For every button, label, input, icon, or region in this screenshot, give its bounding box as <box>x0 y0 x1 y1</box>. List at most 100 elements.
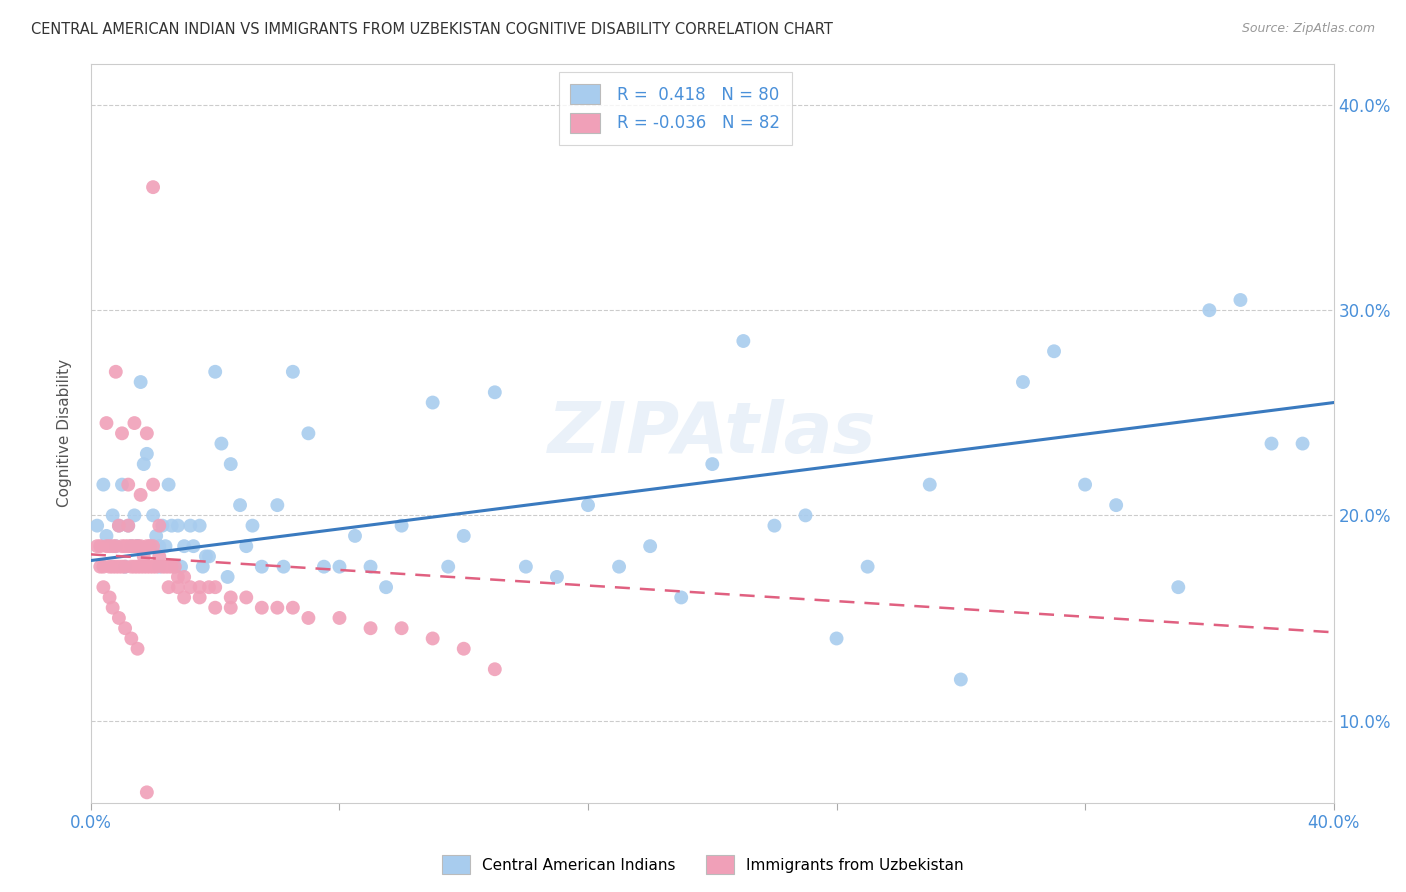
Point <box>576 498 599 512</box>
Point <box>135 426 157 441</box>
Point <box>129 488 152 502</box>
Point <box>173 539 195 553</box>
Point <box>173 591 195 605</box>
Point <box>142 508 165 523</box>
Point <box>1260 436 1282 450</box>
Point <box>127 641 149 656</box>
Point <box>204 365 226 379</box>
Point <box>273 559 295 574</box>
Point <box>104 539 127 553</box>
Point <box>328 611 350 625</box>
Point <box>204 600 226 615</box>
Point <box>209 436 232 450</box>
Point <box>188 591 211 605</box>
Point <box>135 539 157 553</box>
Point <box>129 375 152 389</box>
Point <box>93 580 115 594</box>
Point <box>250 559 273 574</box>
Point <box>86 518 108 533</box>
Point <box>242 518 264 533</box>
Point <box>1198 303 1220 318</box>
Point <box>93 477 115 491</box>
Point <box>167 580 190 594</box>
Point <box>104 539 127 553</box>
Point <box>93 559 115 574</box>
Point <box>183 539 205 553</box>
Point <box>124 416 146 430</box>
Point <box>101 539 124 553</box>
Point <box>111 559 134 574</box>
Point <box>188 580 211 594</box>
Point <box>163 559 186 574</box>
Point <box>101 508 124 523</box>
Point <box>127 539 149 553</box>
Legend: Central American Indians, Immigrants from Uzbekistan: Central American Indians, Immigrants fro… <box>436 849 970 880</box>
Point <box>96 529 118 543</box>
Point <box>132 559 155 574</box>
Point <box>167 570 190 584</box>
Point <box>235 591 257 605</box>
Point <box>1074 477 1097 491</box>
Point <box>733 334 755 348</box>
Point <box>148 539 170 553</box>
Point <box>96 539 118 553</box>
Point <box>129 559 152 574</box>
Point <box>328 559 350 574</box>
Point <box>114 559 136 574</box>
Point <box>96 416 118 430</box>
Point <box>794 508 817 523</box>
Point <box>360 559 382 574</box>
Point <box>217 570 239 584</box>
Point <box>825 632 848 646</box>
Point <box>204 580 226 594</box>
Point <box>114 559 136 574</box>
Point <box>1229 293 1251 307</box>
Point <box>453 641 475 656</box>
Point <box>157 580 180 594</box>
Point <box>117 518 139 533</box>
Point <box>453 529 475 543</box>
Point <box>150 559 173 574</box>
Point <box>127 539 149 553</box>
Text: ZIPAtlas: ZIPAtlas <box>548 399 876 467</box>
Point <box>145 559 167 574</box>
Point <box>139 539 162 553</box>
Point <box>1105 498 1128 512</box>
Point <box>250 600 273 615</box>
Point <box>142 180 165 194</box>
Point <box>148 518 170 533</box>
Point <box>219 591 242 605</box>
Point <box>111 426 134 441</box>
Point <box>148 559 170 574</box>
Point <box>198 549 221 564</box>
Point <box>142 477 165 491</box>
Point <box>198 580 221 594</box>
Point <box>484 662 506 676</box>
Point <box>155 559 177 574</box>
Point <box>135 785 157 799</box>
Point <box>763 518 786 533</box>
Point <box>360 621 382 635</box>
Point <box>179 518 201 533</box>
Point <box>124 559 146 574</box>
Point <box>127 539 149 553</box>
Point <box>150 518 173 533</box>
Point <box>173 570 195 584</box>
Point <box>120 539 142 553</box>
Point <box>142 539 165 553</box>
Point <box>188 518 211 533</box>
Point <box>129 539 152 553</box>
Point <box>117 518 139 533</box>
Point <box>422 395 444 409</box>
Point <box>235 539 257 553</box>
Point <box>1167 580 1189 594</box>
Point <box>1012 375 1035 389</box>
Y-axis label: Cognitive Disability: Cognitive Disability <box>58 359 72 508</box>
Point <box>163 559 186 574</box>
Point <box>86 539 108 553</box>
Legend: R =  0.418   N = 80, R = -0.036   N = 82: R = 0.418 N = 80, R = -0.036 N = 82 <box>558 72 792 145</box>
Text: Source: ZipAtlas.com: Source: ZipAtlas.com <box>1241 22 1375 36</box>
Point <box>157 559 180 574</box>
Point <box>111 477 134 491</box>
Point <box>160 559 183 574</box>
